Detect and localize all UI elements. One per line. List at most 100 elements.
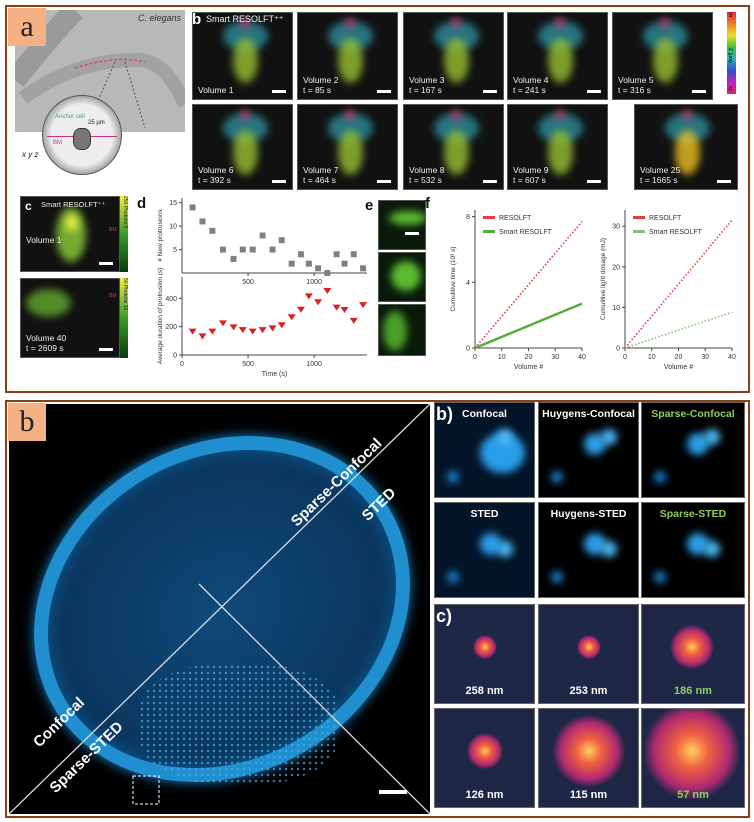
data-point	[340, 307, 349, 314]
data-point	[314, 299, 323, 306]
figure-a-tag: a	[8, 8, 46, 46]
x-axis-label: Volume #	[664, 364, 693, 371]
data-point	[324, 270, 331, 276]
x-tick-label: 30	[551, 354, 559, 361]
y-tick-label: 200	[165, 324, 177, 331]
comparison-tile: Huygens-STED	[538, 502, 639, 598]
data-point	[359, 302, 368, 309]
legend-label: Smart RESOLFT	[499, 229, 553, 236]
panel-e-tile-2	[378, 252, 426, 302]
x-tick-label: 40	[728, 354, 736, 361]
psf-tile: 258 nm	[434, 604, 535, 704]
y-tick-label: 4	[466, 280, 470, 287]
tile-label: Confocal	[462, 408, 507, 420]
y-axis-label: Cumulitive light dosage (mJ)	[600, 238, 607, 320]
bm-label: BM	[109, 227, 117, 233]
colorbar-label: Z (µm)	[727, 48, 733, 63]
psf-size-label: 258 nm	[465, 685, 504, 697]
panel-e-label: e	[365, 197, 374, 214]
psf-tile: 126 nm	[434, 708, 535, 808]
colorbar-min: 0	[729, 87, 733, 93]
quadrant-divider-lines	[9, 404, 430, 814]
cumulative-chart: 0 10 20 30 40 0 4 8 Cumulitive time (10³ s) Volum…	[450, 210, 586, 371]
data-point	[278, 237, 285, 244]
data-point	[305, 260, 312, 267]
figure-b-tag: b	[8, 403, 46, 441]
x-tick-label: 40	[578, 354, 586, 361]
panel-b-small-label: b)	[436, 404, 453, 424]
y-tick-label: 30	[612, 224, 620, 231]
legend-label: RESOLFT	[649, 215, 682, 222]
x-tick-label: 10	[648, 354, 656, 361]
y-tick-label: 400	[165, 296, 177, 303]
y-tick-label: 20	[612, 264, 620, 271]
psf-size-label: 57 nm	[677, 789, 709, 801]
tile-label: Huygens-STED	[550, 508, 627, 520]
y-axis-label: Cumulitive time (10³ s)	[450, 246, 457, 311]
tile-label: Huygens-Confocal	[542, 408, 635, 420]
comparison-tile: Confocal	[434, 402, 535, 498]
y-tick-label: 5	[173, 247, 177, 254]
scale-label: 25 µm	[88, 120, 105, 126]
legend-label: RESOLFT	[499, 215, 532, 222]
cell-shape	[73, 128, 91, 150]
psf-tile: 57 nm	[641, 708, 745, 808]
data-point	[259, 232, 266, 239]
colorbar-max: 5	[729, 13, 733, 19]
data-point	[297, 251, 304, 258]
panel-e-tile-1	[378, 200, 426, 250]
axes-xyz: x y z	[22, 150, 39, 159]
data-point	[288, 260, 295, 267]
y-tick-label: 10	[169, 224, 177, 231]
panel-e-tile-3	[378, 304, 426, 356]
volume-tile: Volume 1	[192, 12, 293, 100]
data-point	[350, 251, 357, 258]
panel-c-volume-1: c Smart RESOLFT⁺⁺ BM Volume 1	[20, 196, 120, 272]
photon-colorbar-bottom: 50 Photons 10	[120, 278, 128, 358]
series-line	[624, 311, 733, 349]
data-point	[268, 325, 277, 332]
volume-tile: Volume 25 t = 1665 s	[634, 104, 738, 190]
tile-label: Sparse-STED	[659, 508, 727, 520]
panel-b-title: Smart RESOLFT⁺⁺	[206, 14, 284, 24]
z-colorbar: 5 Z (µm) 0	[727, 12, 736, 94]
data-point	[239, 246, 246, 253]
y-tick-label: 8	[466, 214, 470, 221]
panel-c-label: c	[25, 199, 32, 213]
tile-label: STED	[470, 508, 499, 520]
series-line	[624, 219, 733, 349]
bm-label: BM	[109, 293, 117, 299]
anchor-cell-label: Anchor cell	[55, 114, 85, 120]
data-point	[188, 328, 197, 335]
new-protrusions-chart: 500 1000 5 10 15 # New protrusions	[157, 198, 367, 286]
data-point	[219, 246, 226, 253]
psf-tile: 253 nm	[538, 604, 639, 704]
volume-label: Volume 1	[26, 235, 62, 245]
data-point	[189, 204, 196, 211]
psf-size-label: 253 nm	[569, 685, 608, 697]
data-point	[238, 327, 247, 334]
legend-swatch	[483, 230, 495, 233]
y-tick-label: 0	[173, 353, 177, 360]
psf-tile: 186 nm	[641, 604, 745, 704]
comparison-tile: Huygens-Confocal	[538, 402, 639, 498]
y-axis-label: Average duration of protrusion (s)	[157, 268, 164, 365]
psf-size-label: 186 nm	[674, 685, 712, 697]
data-point	[208, 328, 217, 335]
x-tick-label: 1000	[306, 279, 322, 286]
comparison-tile: Sparse-STED	[641, 502, 745, 598]
figure-a-frame	[5, 5, 750, 393]
main-microscopy-image: Sparse-Confocal STED Confocal Sparse-STE…	[9, 404, 430, 814]
panel-d-charts: d 500 1000 5 10 15 # New protrusions 0 500 1000 0 2…	[137, 195, 368, 378]
psf-size-label: 115 nm	[569, 789, 608, 801]
x-tick-label: 20	[675, 354, 683, 361]
data-point	[198, 333, 207, 340]
